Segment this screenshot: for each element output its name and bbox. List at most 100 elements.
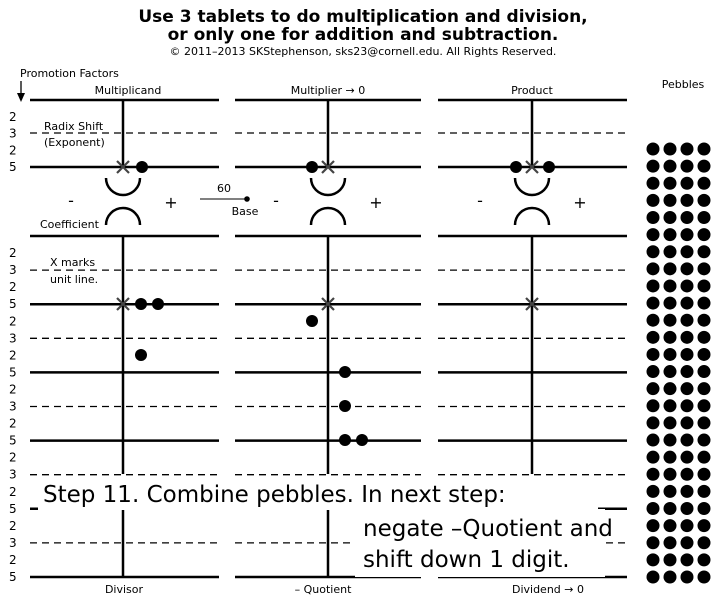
supply-pebble[interactable]: [646, 399, 660, 413]
supply-pebble[interactable]: [663, 536, 677, 550]
supply-pebble[interactable]: [697, 296, 711, 310]
supply-pebble[interactable]: [663, 467, 677, 481]
pebble[interactable]: [135, 298, 147, 310]
supply-pebble[interactable]: [680, 313, 694, 327]
supply-pebble[interactable]: [663, 399, 677, 413]
supply-pebble[interactable]: [697, 279, 711, 293]
pebble[interactable]: [339, 400, 351, 412]
supply-pebble[interactable]: [646, 570, 660, 584]
supply-pebble[interactable]: [697, 416, 711, 430]
supply-pebble[interactable]: [663, 519, 677, 533]
supply-pebble[interactable]: [697, 228, 711, 242]
supply-pebble[interactable]: [663, 176, 677, 190]
supply-pebble[interactable]: [663, 279, 677, 293]
supply-pebble[interactable]: [697, 262, 711, 276]
supply-pebble[interactable]: [680, 296, 694, 310]
supply-pebble[interactable]: [680, 228, 694, 242]
supply-pebble[interactable]: [680, 484, 694, 498]
supply-pebble[interactable]: [680, 570, 694, 584]
supply-pebble[interactable]: [680, 502, 694, 516]
supply-pebble[interactable]: [680, 176, 694, 190]
pebble[interactable]: [135, 349, 147, 361]
pebble[interactable]: [510, 161, 522, 173]
supply-pebble[interactable]: [697, 142, 711, 156]
supply-pebble[interactable]: [680, 347, 694, 361]
supply-pebble[interactable]: [646, 536, 660, 550]
supply-pebble[interactable]: [646, 245, 660, 259]
supply-pebble[interactable]: [680, 536, 694, 550]
supply-pebble[interactable]: [663, 433, 677, 447]
supply-pebble[interactable]: [680, 450, 694, 464]
supply-pebble[interactable]: [663, 142, 677, 156]
supply-pebble[interactable]: [663, 450, 677, 464]
supply-pebble[interactable]: [680, 365, 694, 379]
supply-pebble[interactable]: [697, 347, 711, 361]
supply-pebble[interactable]: [680, 382, 694, 396]
supply-pebble[interactable]: [663, 193, 677, 207]
supply-pebble[interactable]: [680, 399, 694, 413]
supply-pebble[interactable]: [663, 330, 677, 344]
supply-pebble[interactable]: [646, 450, 660, 464]
supply-pebble[interactable]: [646, 347, 660, 361]
supply-pebble[interactable]: [646, 313, 660, 327]
pebble-supply[interactable]: [646, 142, 711, 584]
supply-pebble[interactable]: [646, 484, 660, 498]
supply-pebble[interactable]: [646, 433, 660, 447]
supply-pebble[interactable]: [646, 467, 660, 481]
supply-pebble[interactable]: [680, 330, 694, 344]
supply-pebble[interactable]: [697, 433, 711, 447]
supply-pebble[interactable]: [663, 365, 677, 379]
supply-pebble[interactable]: [680, 142, 694, 156]
supply-pebble[interactable]: [697, 330, 711, 344]
supply-pebble[interactable]: [680, 467, 694, 481]
supply-pebble[interactable]: [663, 416, 677, 430]
supply-pebble[interactable]: [697, 553, 711, 567]
supply-pebble[interactable]: [646, 382, 660, 396]
supply-pebble[interactable]: [663, 296, 677, 310]
supply-pebble[interactable]: [663, 502, 677, 516]
supply-pebble[interactable]: [680, 210, 694, 224]
supply-pebble[interactable]: [680, 262, 694, 276]
pebble[interactable]: [152, 298, 164, 310]
supply-pebble[interactable]: [646, 228, 660, 242]
supply-pebble[interactable]: [697, 210, 711, 224]
supply-pebble[interactable]: [663, 347, 677, 361]
supply-pebble[interactable]: [680, 519, 694, 533]
supply-pebble[interactable]: [663, 159, 677, 173]
supply-pebble[interactable]: [646, 210, 660, 224]
supply-pebble[interactable]: [646, 553, 660, 567]
supply-pebble[interactable]: [697, 365, 711, 379]
supply-pebble[interactable]: [646, 142, 660, 156]
supply-pebble[interactable]: [697, 536, 711, 550]
supply-pebble[interactable]: [697, 382, 711, 396]
supply-pebble[interactable]: [663, 313, 677, 327]
supply-pebble[interactable]: [680, 193, 694, 207]
supply-pebble[interactable]: [680, 159, 694, 173]
supply-pebble[interactable]: [697, 245, 711, 259]
supply-pebble[interactable]: [663, 553, 677, 567]
supply-pebble[interactable]: [697, 467, 711, 481]
pebble[interactable]: [306, 315, 318, 327]
supply-pebble[interactable]: [680, 279, 694, 293]
supply-pebble[interactable]: [697, 159, 711, 173]
supply-pebble[interactable]: [646, 193, 660, 207]
supply-pebble[interactable]: [697, 484, 711, 498]
pebble[interactable]: [543, 161, 555, 173]
supply-pebble[interactable]: [680, 433, 694, 447]
pebble[interactable]: [339, 434, 351, 446]
supply-pebble[interactable]: [646, 176, 660, 190]
pebble[interactable]: [356, 434, 368, 446]
supply-pebble[interactable]: [697, 176, 711, 190]
supply-pebble[interactable]: [697, 313, 711, 327]
supply-pebble[interactable]: [646, 262, 660, 276]
pebble[interactable]: [339, 366, 351, 378]
supply-pebble[interactable]: [646, 502, 660, 516]
supply-pebble[interactable]: [680, 416, 694, 430]
supply-pebble[interactable]: [663, 262, 677, 276]
supply-pebble[interactable]: [697, 570, 711, 584]
supply-pebble[interactable]: [680, 245, 694, 259]
supply-pebble[interactable]: [663, 382, 677, 396]
supply-pebble[interactable]: [697, 502, 711, 516]
supply-pebble[interactable]: [646, 365, 660, 379]
supply-pebble[interactable]: [663, 245, 677, 259]
